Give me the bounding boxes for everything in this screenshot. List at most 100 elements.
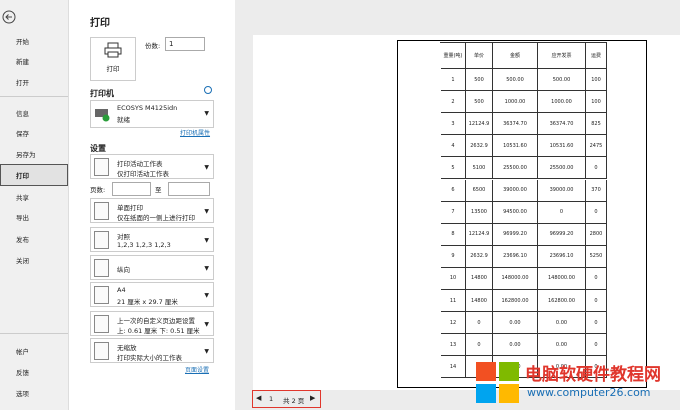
sidebar-item[interactable]: 新建 <box>16 58 29 66</box>
table-cell: 162800.00 <box>538 290 586 313</box>
table-header: 金额 <box>493 43 538 69</box>
settings-dropdown[interactable]: 单面打印 仅在纸面的一侧上进行打印 ▼ <box>90 198 214 223</box>
table-cell: 0 <box>586 201 607 224</box>
table-header: 重量(吨) <box>441 43 466 69</box>
sidebar-item[interactable]: 导出 <box>16 214 29 222</box>
back-button[interactable] <box>2 10 16 24</box>
table-cell: 0.00 <box>493 312 538 335</box>
table-cell: 5 <box>441 157 466 180</box>
table-cell: 148000.00 <box>493 267 538 290</box>
printer-status-icon <box>95 109 110 122</box>
info-icon[interactable] <box>204 86 212 94</box>
windows-logo <box>476 362 519 403</box>
table-cell: 23696.10 <box>538 245 586 268</box>
settings-dropdown[interactable]: 对照 1,2,3 1,2,3 1,2,3 ▼ <box>90 227 214 252</box>
table-cell: 6500 <box>466 179 493 202</box>
table-cell: 36374.70 <box>538 113 586 136</box>
table-cell: 13 <box>441 334 466 357</box>
settings-icon <box>94 231 109 249</box>
table-cell: 0 <box>586 312 607 335</box>
prev-page[interactable]: ◀ <box>256 394 262 402</box>
sidebar-item[interactable]: 打开 <box>16 79 29 87</box>
preview-page: 重量(吨) 单价 金额 应开发票 运费 1 500 500.00 500.00 100 2 500 10… <box>253 35 680 390</box>
table-cell: 0.00 <box>493 334 538 357</box>
setting-title: 无缩放 <box>117 344 137 352</box>
next-page[interactable]: ▶ <box>310 394 316 402</box>
table-cell: 36374.70 <box>493 113 538 136</box>
table-cell: 6 <box>441 179 466 202</box>
sidebar-item[interactable]: 选项 <box>16 390 29 398</box>
table-cell: 100 <box>586 91 607 114</box>
table-cell: 12 <box>441 312 466 335</box>
dropdown-arrow: ▼ <box>204 237 209 244</box>
settings-dropdown[interactable]: 纵向 ▼ <box>90 255 214 280</box>
table-cell: 94500.00 <box>493 201 538 224</box>
sidebar-item[interactable]: 发布 <box>16 236 29 244</box>
table-header: 运费 <box>586 43 607 69</box>
separator <box>0 333 68 334</box>
settings-dropdown[interactable]: A4 21 厘米 x 29.7 厘米 ▼ <box>90 282 214 307</box>
copies-label: 份数: <box>145 42 161 50</box>
table-cell: 12124.9 <box>466 223 493 246</box>
watermark-title: 电脑软硬件教程网 <box>525 365 661 385</box>
table-cell: 500 <box>466 91 493 114</box>
sidebar-item[interactable]: 共享 <box>16 194 29 202</box>
table-cell: 0 <box>586 356 607 379</box>
settings-dropdown[interactable]: 无缩放打印实际大小的工作表 ▼ <box>90 338 214 363</box>
table-cell: 25500.00 <box>538 157 586 180</box>
printer-properties-link[interactable]: 打印机属性 <box>180 130 211 137</box>
settings-icon <box>94 158 109 176</box>
table-cell: 96999.20 <box>493 223 538 246</box>
table-cell: 5250 <box>586 245 607 268</box>
sidebar-item[interactable]: 保存 <box>16 130 29 138</box>
sidebar-item[interactable]: 另存为 <box>16 151 36 159</box>
table-cell: 0 <box>538 201 586 224</box>
preview-table: 重量(吨) 单价 金额 应开发票 运费 1 500 500.00 500.00 100 2 500 10… <box>440 42 607 379</box>
page-nav: ◀ 1 共 2 页 ▶ <box>252 390 321 408</box>
dropdown-arrow: ▼ <box>204 292 209 299</box>
current-page[interactable]: 1 <box>269 395 274 403</box>
settings-dropdown[interactable]: 打印活动工作表 仅打印活动工作表 ▼ <box>90 154 214 179</box>
sidebar-item[interactable]: 反馈 <box>16 369 29 377</box>
table-cell: 4 <box>441 135 466 158</box>
setting-title: 单面打印 <box>117 204 143 212</box>
table-header: 应开发票 <box>538 43 586 69</box>
table-cell: 11 <box>441 290 466 313</box>
setting-detail: 仅在纸面的一侧上进行打印 <box>117 214 195 222</box>
watermark: 电脑软硬件教程网 www.computer26.com <box>475 358 680 408</box>
setting-detail: 上: 0.61 厘米 下: 0.51 厘米 <box>117 327 200 335</box>
sidebar-item[interactable]: 帐户 <box>16 348 29 356</box>
print-button[interactable]: 打印 <box>90 37 136 81</box>
settings-icon <box>94 286 109 304</box>
page-setup-link[interactable]: 页面设置 <box>185 367 210 374</box>
copies-input[interactable]: 1 <box>165 37 205 51</box>
table-cell: 0 <box>466 334 493 357</box>
sidebar-item[interactable]: 信息 <box>16 110 29 118</box>
table-cell: 9 <box>441 245 466 268</box>
pages-from-input[interactable] <box>112 182 151 196</box>
table-cell: 12124.9 <box>466 113 493 136</box>
settings-icon <box>94 315 109 333</box>
printer-icon <box>104 42 122 58</box>
dropdown-arrow: ▼ <box>204 265 209 272</box>
printer-dropdown[interactable]: ECOSYS M4125idn 就绪 ▼ <box>90 100 214 128</box>
table-cell: 148000.00 <box>538 267 586 290</box>
pages-to-input[interactable] <box>168 182 210 196</box>
table-cell: 10 <box>441 267 466 290</box>
settings-icon <box>94 342 109 360</box>
sidebar-item[interactable]: 开始 <box>16 38 29 46</box>
table-cell: 2 <box>441 91 466 114</box>
table-cell: 0 <box>586 290 607 313</box>
setting-detail: 21 厘米 x 29.7 厘米 <box>117 298 178 306</box>
watermark-url: www.computer26.com <box>527 386 651 399</box>
setting-detail: 仅打印活动工作表 <box>117 170 169 178</box>
dropdown-arrow: ▼ <box>204 348 209 355</box>
table-cell: 0 <box>586 157 607 180</box>
table-cell: 2800 <box>586 223 607 246</box>
table-cell: 370 <box>586 179 607 202</box>
setting-detail: 打印实际大小的工作表 <box>117 354 182 362</box>
settings-dropdown[interactable]: 上一次的自定义页边距设置 上: 0.61 厘米 下: 0.51 厘米 ▼ <box>90 311 214 336</box>
sidebar-item[interactable]: 关闭 <box>16 257 29 265</box>
sidebar-item[interactable]: 打印 <box>16 172 29 180</box>
setting-title: 打印活动工作表 <box>117 160 163 168</box>
